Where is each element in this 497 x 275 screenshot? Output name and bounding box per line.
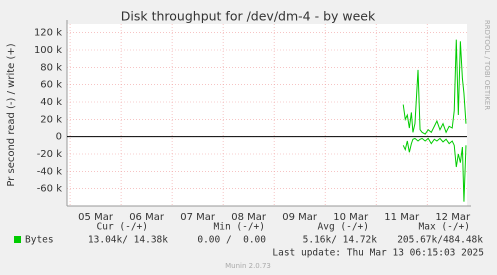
series-line <box>402 39 467 135</box>
x-tick-label: 10 Mar <box>333 212 369 223</box>
y-tick-label: 0 <box>56 132 62 143</box>
x-tick-label: 09 Mar <box>282 212 318 223</box>
summary-header: Min (-/+) <box>214 222 265 233</box>
summary-cell: 13.04k/ 14.38k <box>88 235 168 246</box>
y-tick-label: 20 k <box>40 114 62 125</box>
summary-header: Cur (-/+) <box>97 222 148 233</box>
legend-label: Bytes <box>25 235 54 246</box>
y-tick-label: -20 k <box>37 149 63 160</box>
y-tick-label: -60 k <box>37 184 63 195</box>
last-update: Last update: Thu Mar 13 06:15:03 2025 <box>272 248 484 259</box>
y-axis-label: Pr second read (-) / write (+) <box>6 43 17 186</box>
summary-header: Avg (-/+) <box>318 222 369 233</box>
summary-cell: 0.00 / 0.00 <box>197 235 266 246</box>
y-tick-label: 60 k <box>40 80 62 91</box>
y-tick-label: 120 k <box>34 28 62 39</box>
y-tick-label: 100 k <box>34 45 62 56</box>
legend-swatch <box>14 236 21 243</box>
summary-cell: 205.67k/484.48k <box>397 235 483 246</box>
summary-header: Max (-/+) <box>419 222 470 233</box>
x-tick-label: 05 Mar <box>78 212 114 223</box>
chart-title: Disk throughput for /dev/dm-4 - by week <box>121 9 376 24</box>
x-tick-label: 07 Mar <box>180 212 216 223</box>
summary-cell: 5.16k/ 14.72k <box>303 235 378 246</box>
footer: Munin 2.0.73 <box>225 262 271 270</box>
plot-area <box>67 24 467 206</box>
y-tick-label: 40 k <box>40 97 62 108</box>
series-line <box>402 137 467 202</box>
x-tick-label: 11 Mar <box>384 212 420 223</box>
watermark: RRDTOOL / TOBI OETIKER <box>483 20 491 110</box>
x-tick-label: 08 Mar <box>231 212 267 223</box>
y-tick-label: -40 k <box>37 166 63 177</box>
x-tick-label: 12 Mar <box>435 212 471 223</box>
y-tick-label: 80 k <box>40 62 62 73</box>
x-tick-label: 06 Mar <box>129 212 165 223</box>
